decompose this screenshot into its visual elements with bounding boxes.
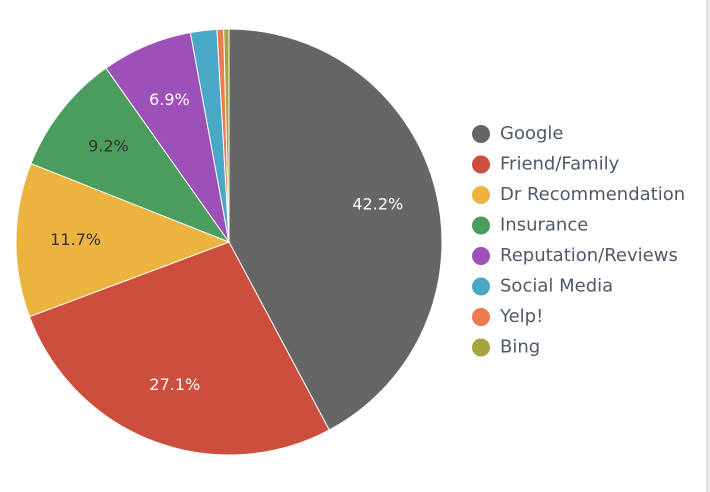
legend-item-reputation-reviews[interactable]: Reputation/Reviews — [472, 245, 678, 266]
legend-item-social-media[interactable]: Social Media — [472, 276, 613, 297]
legend-item-bing[interactable]: Bing — [472, 337, 540, 358]
pie-slices — [15, 28, 443, 456]
legend-swatch-yelp — [472, 308, 490, 326]
legend-swatch-insurance — [472, 216, 490, 235]
legend-swatch-reputation-reviews — [472, 247, 490, 265]
legend-label-google: Google — [500, 123, 563, 144]
pie-slice-dr-recommendation — [15, 162, 231, 318]
window-edge — [706, 0, 710, 492]
legend-swatch-google — [472, 125, 490, 143]
legend: Google Friend/Family Dr Recommendation Insu… — [472, 123, 685, 358]
legend-label-insurance: Insurance — [500, 215, 588, 236]
legend-label-reputation-reviews: Reputation/Reviews — [500, 245, 678, 266]
legend-label-friend-family: Friend/Family — [500, 154, 620, 175]
legend-item-insurance[interactable]: Insurance — [472, 215, 588, 236]
data-label-reputation-reviews: 6.9% — [149, 90, 190, 109]
legend-swatch-social-media — [472, 277, 490, 296]
data-label-friend-family: 27.1% — [149, 375, 200, 394]
legend-item-google[interactable]: Google — [472, 123, 563, 144]
legend-item-yelp[interactable]: Yelp! — [472, 306, 543, 327]
pie-data-labels: 42.2% 27.1% 11.7% 9.2% 6.9% — [50, 90, 403, 394]
pie-slice-insurance — [30, 67, 231, 244]
data-label-dr-recommendation: 11.7% — [50, 230, 101, 249]
legend-label-bing: Bing — [500, 337, 540, 358]
legend-label-yelp: Yelp! — [499, 306, 543, 327]
pie-slice-friend-family — [28, 241, 330, 456]
legend-item-friend-family[interactable]: Friend/Family — [472, 154, 620, 175]
data-label-insurance: 9.2% — [88, 137, 129, 156]
legend-label-dr-recommendation: Dr Recommendation — [500, 184, 685, 205]
data-label-google: 42.2% — [352, 194, 403, 213]
pie-slice-bing — [223, 28, 230, 243]
legend-label-social-media: Social Media — [500, 276, 613, 297]
legend-swatch-bing — [472, 338, 490, 357]
legend-swatch-dr-recommendation — [472, 186, 490, 204]
pie-slice-google — [228, 28, 443, 431]
legend-swatch-friend-family — [472, 155, 490, 174]
legend-item-dr-recommendation[interactable]: Dr Recommendation — [472, 184, 685, 205]
